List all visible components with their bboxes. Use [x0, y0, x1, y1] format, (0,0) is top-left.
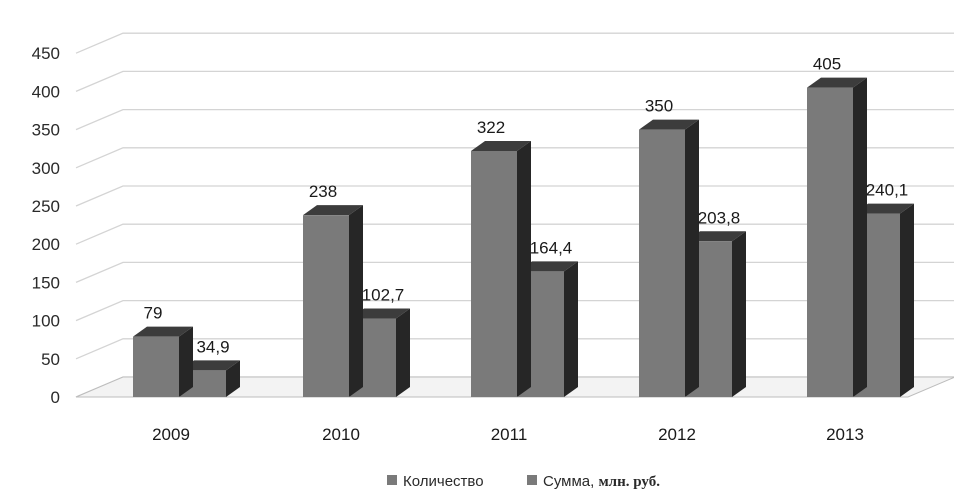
legend-swatch: [527, 475, 537, 485]
x-tick-label: 2013: [826, 425, 864, 444]
data-label-kolichestvo: 79: [144, 304, 163, 323]
x-tick-label: 2010: [322, 425, 360, 444]
y-tick-label: 400: [32, 82, 60, 101]
data-label-kolichestvo: 350: [645, 97, 673, 116]
bar-top: [303, 205, 363, 216]
gridline: [75, 70, 954, 92]
bar-top: [133, 326, 193, 337]
bar-side: [564, 261, 578, 397]
data-label-kolichestvo: 322: [477, 118, 505, 137]
y-tick-label: 250: [32, 197, 60, 216]
legend: Количество Сумма, млн. руб.: [387, 473, 660, 490]
bar-front: [807, 87, 853, 397]
bar-side: [853, 77, 867, 397]
bar-side: [179, 326, 193, 397]
bar-top: [518, 261, 578, 272]
bar-top: [350, 308, 410, 319]
bar-summa: [180, 360, 240, 397]
bar-top: [807, 77, 867, 88]
bar-side: [396, 308, 410, 397]
y-tick-label: 350: [32, 121, 60, 140]
bar-front: [133, 336, 179, 397]
bar-kolichestvo: [303, 205, 363, 397]
bar-top: [639, 119, 699, 130]
y-tick-label: 0: [51, 388, 60, 407]
bar-top: [854, 203, 914, 214]
bar-side: [685, 119, 699, 397]
bar-kolichestvo: [471, 140, 531, 397]
data-label-kolichestvo: 238: [309, 182, 337, 201]
y-axis: 0 50 100 150 200 250 300 350 400 450: [32, 44, 60, 407]
data-label-kolichestvo: 405: [813, 55, 841, 74]
bar-front: [471, 150, 517, 397]
y-tick-label: 200: [32, 235, 60, 254]
data-label-summa: 34,9: [196, 337, 229, 356]
bar-front: [303, 215, 349, 397]
bar-kolichestvo: [807, 77, 867, 397]
bar-side: [900, 203, 914, 397]
x-tick-label: 2011: [491, 425, 528, 444]
x-tick-label: 2009: [152, 425, 190, 444]
bar-front: [639, 129, 685, 397]
bar-kolichestvo: [133, 326, 193, 397]
bar-side: [226, 360, 240, 397]
legend-swatch: [387, 475, 397, 485]
gridline: [75, 108, 954, 131]
y-tick-label: 150: [32, 273, 60, 292]
legend-kolichestvo: Количество: [387, 473, 484, 490]
bar-side: [517, 140, 531, 397]
y-tick-label: 300: [32, 159, 60, 178]
bar-top: [471, 140, 531, 151]
bars: 79 34,9 238 102,7 322 164,4 350 203,8 405 240,1: [133, 55, 914, 397]
bar-side: [732, 231, 746, 397]
legend-label: Сумма, млн. руб.: [543, 473, 660, 490]
data-label-summa: 164,4: [530, 238, 573, 257]
gridline: [75, 32, 954, 54]
bar-top: [180, 360, 240, 371]
y-tick-label: 450: [32, 44, 60, 63]
y-tick-label: 50: [41, 350, 60, 369]
legend-label: Количество: [403, 473, 484, 490]
x-axis: 2009 2010 2011 2012 2013: [152, 425, 864, 444]
data-label-summa: 102,7: [362, 286, 405, 305]
bar-side: [349, 205, 363, 397]
data-label-summa: 203,8: [698, 208, 741, 227]
legend-summa: Сумма, млн. руб.: [527, 473, 660, 490]
data-label-summa: 240,1: [866, 181, 909, 200]
bar-kolichestvo: [639, 119, 699, 397]
bar-top: [686, 231, 746, 242]
x-tick-label: 2012: [658, 425, 696, 444]
y-tick-label: 100: [32, 312, 60, 331]
